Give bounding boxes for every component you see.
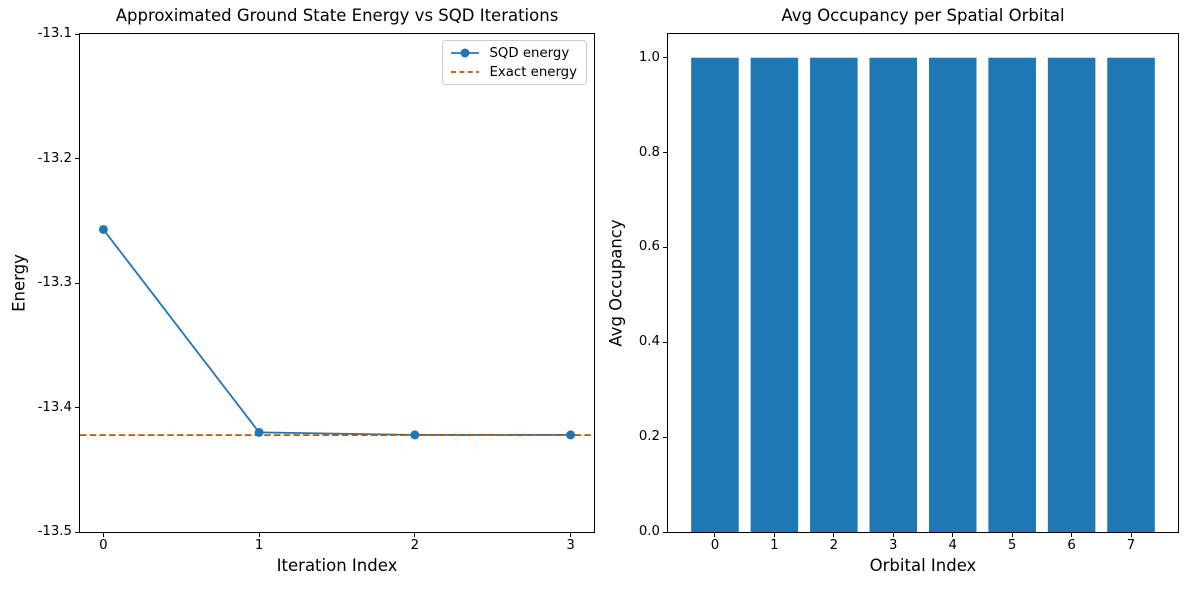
y-tick-label: -13.3 [37, 275, 72, 290]
x-tick-label: 1 [770, 538, 779, 553]
sqd-energy-marker-1 [254, 427, 264, 437]
x-tick-label: 1 [254, 538, 264, 553]
legend: SQD energy Exact energy [442, 40, 587, 85]
sqd-energy-line-sample-icon [451, 48, 480, 58]
y-tick-label: 0.4 [638, 334, 660, 350]
sqd-energy-marker-3 [566, 430, 576, 440]
y-tick-mark [663, 246, 667, 248]
occupancy-bar-0 [691, 57, 739, 532]
occupancy-bar-6 [1047, 57, 1096, 532]
y-tick-label: 1.0 [638, 49, 660, 65]
y-tick-label: 0.0 [638, 524, 660, 539]
y-tick-mark [75, 531, 79, 533]
occupancy-bar-2 [810, 57, 858, 532]
x-tick-mark [714, 533, 716, 537]
energy-x-axis-label: Iteration Index [276, 556, 398, 575]
y-tick-mark [663, 152, 667, 154]
x-tick-mark [952, 533, 954, 537]
occupancy-plot-area [667, 33, 1179, 533]
y-tick-mark [663, 531, 667, 533]
sqd-energy-marker-0 [98, 224, 108, 234]
x-tick-label: 2 [829, 538, 839, 553]
occupancy-bar-5 [988, 57, 1036, 532]
x-tick-mark [833, 533, 835, 537]
occupancy-bar-4 [928, 57, 977, 532]
legend-label-exact-energy: Exact energy [489, 64, 577, 80]
y-tick-mark [663, 341, 667, 343]
x-tick-label: 4 [948, 538, 957, 553]
energy-plot-area: SQD energy Exact energy [79, 33, 595, 533]
x-tick-mark [1130, 533, 1132, 537]
x-tick-label: 0 [99, 538, 108, 553]
x-tick-label: 2 [410, 538, 420, 553]
x-tick-mark [258, 533, 260, 537]
y-tick-label: 0.8 [638, 144, 660, 160]
y-tick-label: 0.6 [638, 239, 660, 255]
x-tick-mark [414, 533, 416, 537]
sqd-energy-line [102, 228, 571, 436]
x-tick-mark [1071, 533, 1073, 537]
x-tick-label: 3 [889, 538, 898, 553]
x-tick-mark [102, 533, 104, 537]
y-tick-label: -13.4 [37, 399, 72, 415]
energy-chart-title: Approximated Ground State Energy vs SQD … [115, 6, 559, 25]
y-tick-mark [75, 282, 79, 284]
occupancy-x-axis-label: Orbital Index [869, 556, 977, 575]
x-tick-mark [1011, 533, 1013, 537]
x-tick-mark [570, 533, 572, 537]
legend-item-sqd-energy: SQD energy [450, 44, 577, 62]
occupancy-chart-title: Avg Occupancy per Spatial Orbital [781, 6, 1065, 25]
y-tick-label: -13.2 [37, 150, 72, 166]
energy-line-chart [80, 224, 594, 440]
x-tick-label: 5 [1007, 538, 1017, 553]
y-tick-mark [663, 57, 667, 59]
x-tick-label: 0 [710, 538, 720, 553]
occupancy-bar-3 [869, 57, 918, 532]
sqd-energy-marker-2 [410, 430, 420, 440]
y-tick-mark [75, 158, 79, 159]
y-tick-mark [75, 407, 79, 408]
x-tick-label: 6 [1067, 538, 1076, 553]
y-tick-label: -13.1 [37, 26, 72, 41]
x-tick-mark [892, 533, 894, 537]
occupancy-bar-7 [1107, 57, 1155, 532]
x-tick-label: 7 [1126, 538, 1136, 553]
y-tick-mark [75, 33, 79, 35]
exact-energy-dash-sample-icon [451, 71, 480, 73]
occupancy-bar-1 [750, 57, 799, 532]
y-tick-label: -13.5 [37, 524, 72, 539]
y-tick-label: 0.2 [638, 429, 660, 445]
y-tick-mark [663, 436, 667, 438]
legend-label-sqd-energy: SQD energy [489, 45, 570, 61]
x-tick-mark [773, 533, 775, 537]
x-tick-label: 3 [566, 538, 575, 553]
legend-item-exact-energy: Exact energy [450, 63, 577, 81]
occupancy-bar-chart [691, 57, 1155, 532]
